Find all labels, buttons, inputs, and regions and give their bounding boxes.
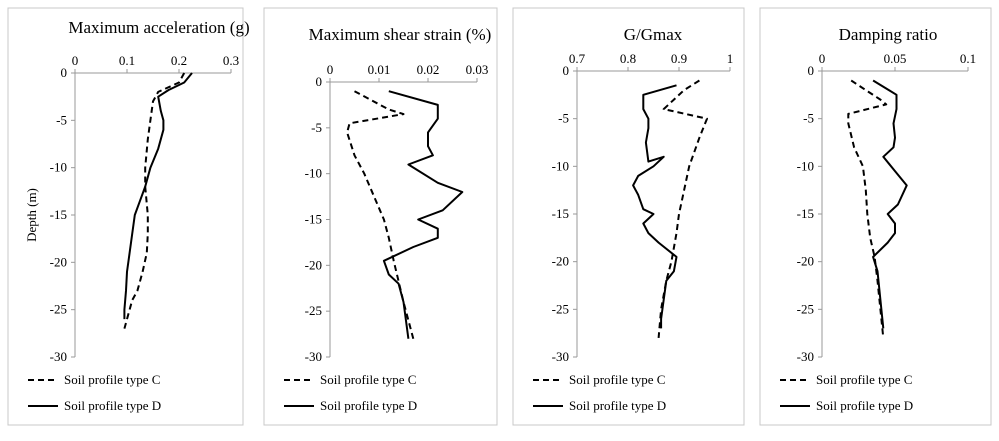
y-tick-label: -30 (797, 349, 814, 364)
legend-label-type-c: Soil profile type C (816, 372, 912, 387)
x-tick-label: 0.3 (223, 53, 239, 68)
y-tick-label: 0 (563, 63, 570, 78)
y-tick-label: -15 (552, 206, 569, 221)
x-tick-label: 0 (819, 51, 826, 66)
x-tick-label: 0 (72, 53, 79, 68)
panel-frame (759, 7, 992, 426)
x-tick-label: 1 (727, 51, 734, 66)
x-tick-label: 0.01 (368, 62, 391, 77)
series-line-type-c (346, 90, 415, 339)
y-tick-label: -5 (803, 111, 814, 126)
series-line-type-c (657, 79, 708, 338)
series-line-type-d (123, 72, 193, 320)
y-tick-label: -20 (50, 254, 67, 269)
y-tick-label: -30 (552, 349, 569, 364)
chart-panel-2: Maximum shear strain (%) 0 0.01 0.02 0.03 0 -5… (263, 7, 498, 426)
panel-frame (512, 7, 745, 426)
y-axis-label: Depth (m) (24, 188, 39, 242)
chart-title: Damping ratio (839, 25, 938, 44)
x-tick-label: 0.9 (671, 51, 687, 66)
chart-title: G/Gmax (624, 25, 683, 44)
panel-frame (263, 7, 498, 426)
legend-label-type-d: Soil profile type D (64, 398, 161, 413)
series-line-type-c (847, 79, 888, 339)
y-tick-label: -25 (552, 301, 569, 316)
y-tick-label: -30 (305, 349, 322, 364)
x-tick-label: 0.05 (884, 51, 907, 66)
legend-label-type-c: Soil profile type C (569, 372, 665, 387)
y-tick-label: -10 (797, 158, 814, 173)
legend-label-type-d: Soil profile type D (816, 398, 913, 413)
x-tick-label: 0.8 (620, 51, 636, 66)
x-tick-label: 0.7 (569, 51, 586, 66)
chart-title: Maximum acceleration (g) (68, 18, 249, 37)
y-tick-label: -20 (552, 254, 569, 269)
legend-label-type-c: Soil profile type C (320, 372, 416, 387)
legend-label-type-d: Soil profile type D (569, 398, 666, 413)
x-tick-label: 0 (327, 62, 334, 77)
y-tick-label: -10 (50, 160, 67, 175)
x-tick-label: 0.02 (417, 62, 440, 77)
panel-frame (7, 7, 244, 426)
series-line-type-d (382, 90, 464, 339)
y-tick-label: 0 (61, 65, 68, 80)
y-tick-label: -25 (305, 303, 322, 318)
series-line-type-d (632, 84, 678, 329)
y-tick-label: -25 (797, 301, 814, 316)
y-tick-label: -25 (50, 302, 67, 317)
legend-label-type-d: Soil profile type D (320, 398, 417, 413)
y-tick-label: -5 (558, 111, 569, 126)
x-tick-label: 0.1 (960, 51, 976, 66)
y-tick-label: -10 (552, 158, 569, 173)
x-tick-label: 0.2 (171, 53, 187, 68)
x-tick-label: 0.1 (119, 53, 135, 68)
y-tick-label: 0 (316, 74, 323, 89)
y-tick-label: -20 (305, 257, 322, 272)
y-tick-label: -5 (56, 112, 67, 127)
chart-panel-1: Maximum acceleration (g) 0 0.1 0.2 0.3 0 -5 -10… (7, 7, 250, 426)
y-tick-label: -20 (797, 254, 814, 269)
series-line-type-d (872, 79, 908, 329)
y-tick-label: 0 (808, 63, 815, 78)
chart-layer: Maximum acceleration (g) 0 0.1 0.2 0.3 0 -5 -10… (7, 7, 992, 426)
y-tick-label: -30 (50, 349, 67, 364)
y-tick-label: -15 (50, 207, 67, 222)
chart-title: Maximum shear strain (%) (309, 25, 492, 44)
y-tick-label: -15 (305, 212, 322, 227)
legend-label-type-c: Soil profile type C (64, 372, 160, 387)
y-tick-label: -10 (305, 166, 322, 181)
y-tick-label: -15 (797, 206, 814, 221)
x-tick-label: 0.03 (466, 62, 489, 77)
y-tick-label: -5 (311, 120, 322, 135)
series-line-type-c (123, 72, 186, 329)
